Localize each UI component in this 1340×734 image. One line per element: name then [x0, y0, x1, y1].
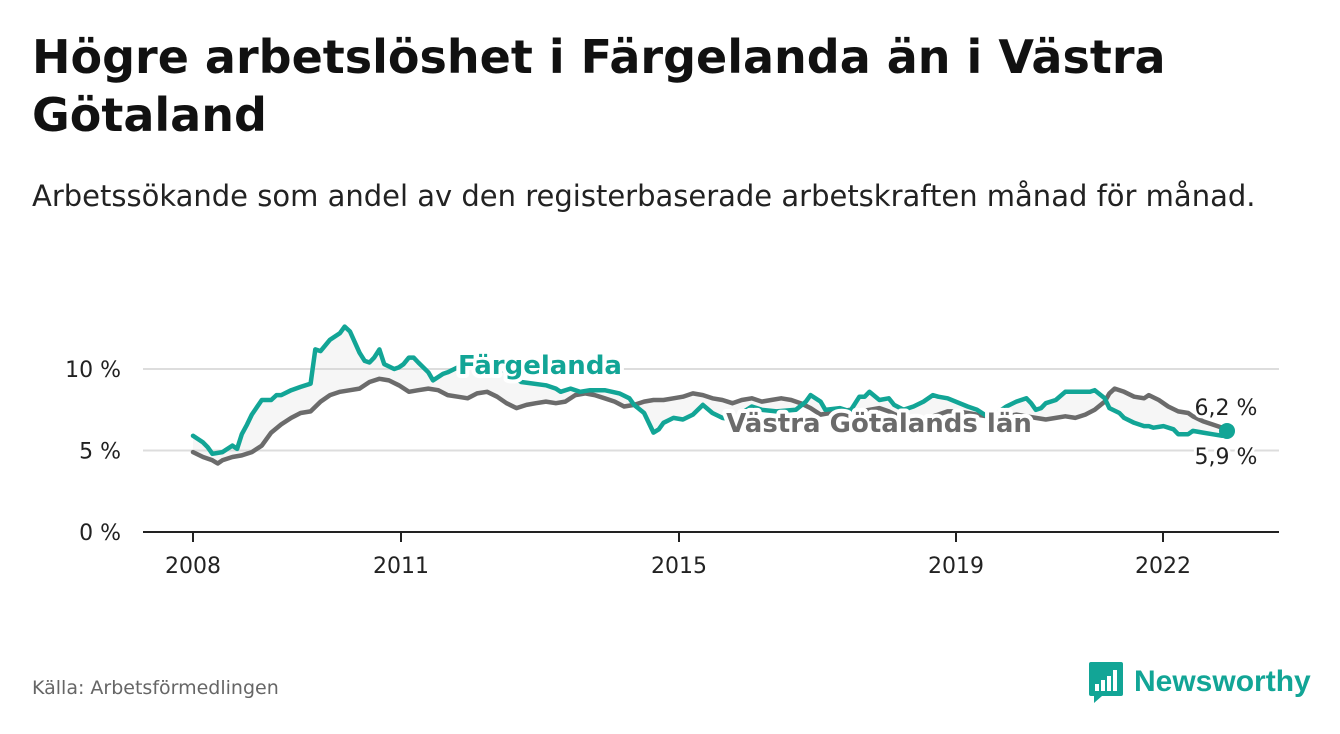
- brand-name: Newsworthy: [1134, 665, 1311, 698]
- newsworthy-logo-icon: [1089, 662, 1123, 703]
- x-tick-label-2011: 2011: [373, 554, 429, 579]
- x-axis-ticks: 2008 2011 2015 2019 2022: [165, 532, 1191, 579]
- end-value-label-fargelanda: 6,2 %: [1195, 396, 1258, 421]
- y-axis-tick-labels: 0 % 5 % 10 %: [65, 358, 121, 546]
- source-note: Källa: Arbetsförmedlingen: [32, 677, 279, 699]
- y-tick-label-0: 0 %: [79, 521, 121, 546]
- series-line-vastra-gotalands-lan: [190, 376, 1230, 466]
- series-label-vastra-gotalands-lan: Västra Götalands län: [726, 409, 1032, 439]
- series-line-fargelanda: [190, 324, 1230, 457]
- brand-logo: Newsworthy: [1088, 660, 1311, 704]
- end-value-label-vastra-gotalands-lan: 5,9 %: [1195, 445, 1258, 470]
- y-tick-label-5: 5 %: [79, 440, 121, 465]
- x-tick-label-2015: 2015: [651, 554, 707, 579]
- x-tick-label-2008: 2008: [165, 554, 221, 579]
- x-tick-label-2019: 2019: [928, 554, 984, 579]
- chart-title: Högre arbetslöshet i Färgelanda än i Väs…: [32, 30, 1166, 142]
- series-label-fargelanda: Färgelanda: [458, 351, 622, 381]
- chart-subtitle: Arbetssökande som andel av den registerb…: [32, 179, 1256, 213]
- x-tick-label-2022: 2022: [1135, 554, 1191, 579]
- gap-area: [193, 326, 1227, 464]
- series-end-point-fargelanda: [1219, 422, 1235, 439]
- y-tick-label-10: 10 %: [65, 358, 121, 383]
- grid-lines: [143, 368, 1279, 452]
